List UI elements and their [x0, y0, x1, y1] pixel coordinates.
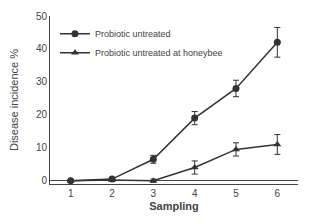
svg-text:0: 0 [41, 175, 47, 186]
svg-text:10: 10 [36, 142, 48, 153]
svg-text:3: 3 [151, 188, 157, 199]
svg-text:6: 6 [275, 188, 281, 199]
svg-text:40: 40 [36, 43, 48, 54]
svg-text:30: 30 [36, 76, 48, 87]
svg-text:1: 1 [68, 188, 74, 199]
svg-text:Disease incidence %: Disease incidence % [8, 49, 20, 151]
svg-text:5: 5 [233, 188, 239, 199]
svg-text:Probiotic untreated: Probiotic untreated [95, 29, 171, 39]
svg-text:20: 20 [36, 109, 48, 120]
svg-text:4: 4 [192, 188, 198, 199]
svg-text:2: 2 [109, 188, 115, 199]
svg-text:50: 50 [36, 11, 48, 22]
svg-text:Sampling: Sampling [149, 200, 199, 212]
svg-text:Probiotic untreated at honeybe: Probiotic untreated at honeybee [95, 48, 223, 58]
